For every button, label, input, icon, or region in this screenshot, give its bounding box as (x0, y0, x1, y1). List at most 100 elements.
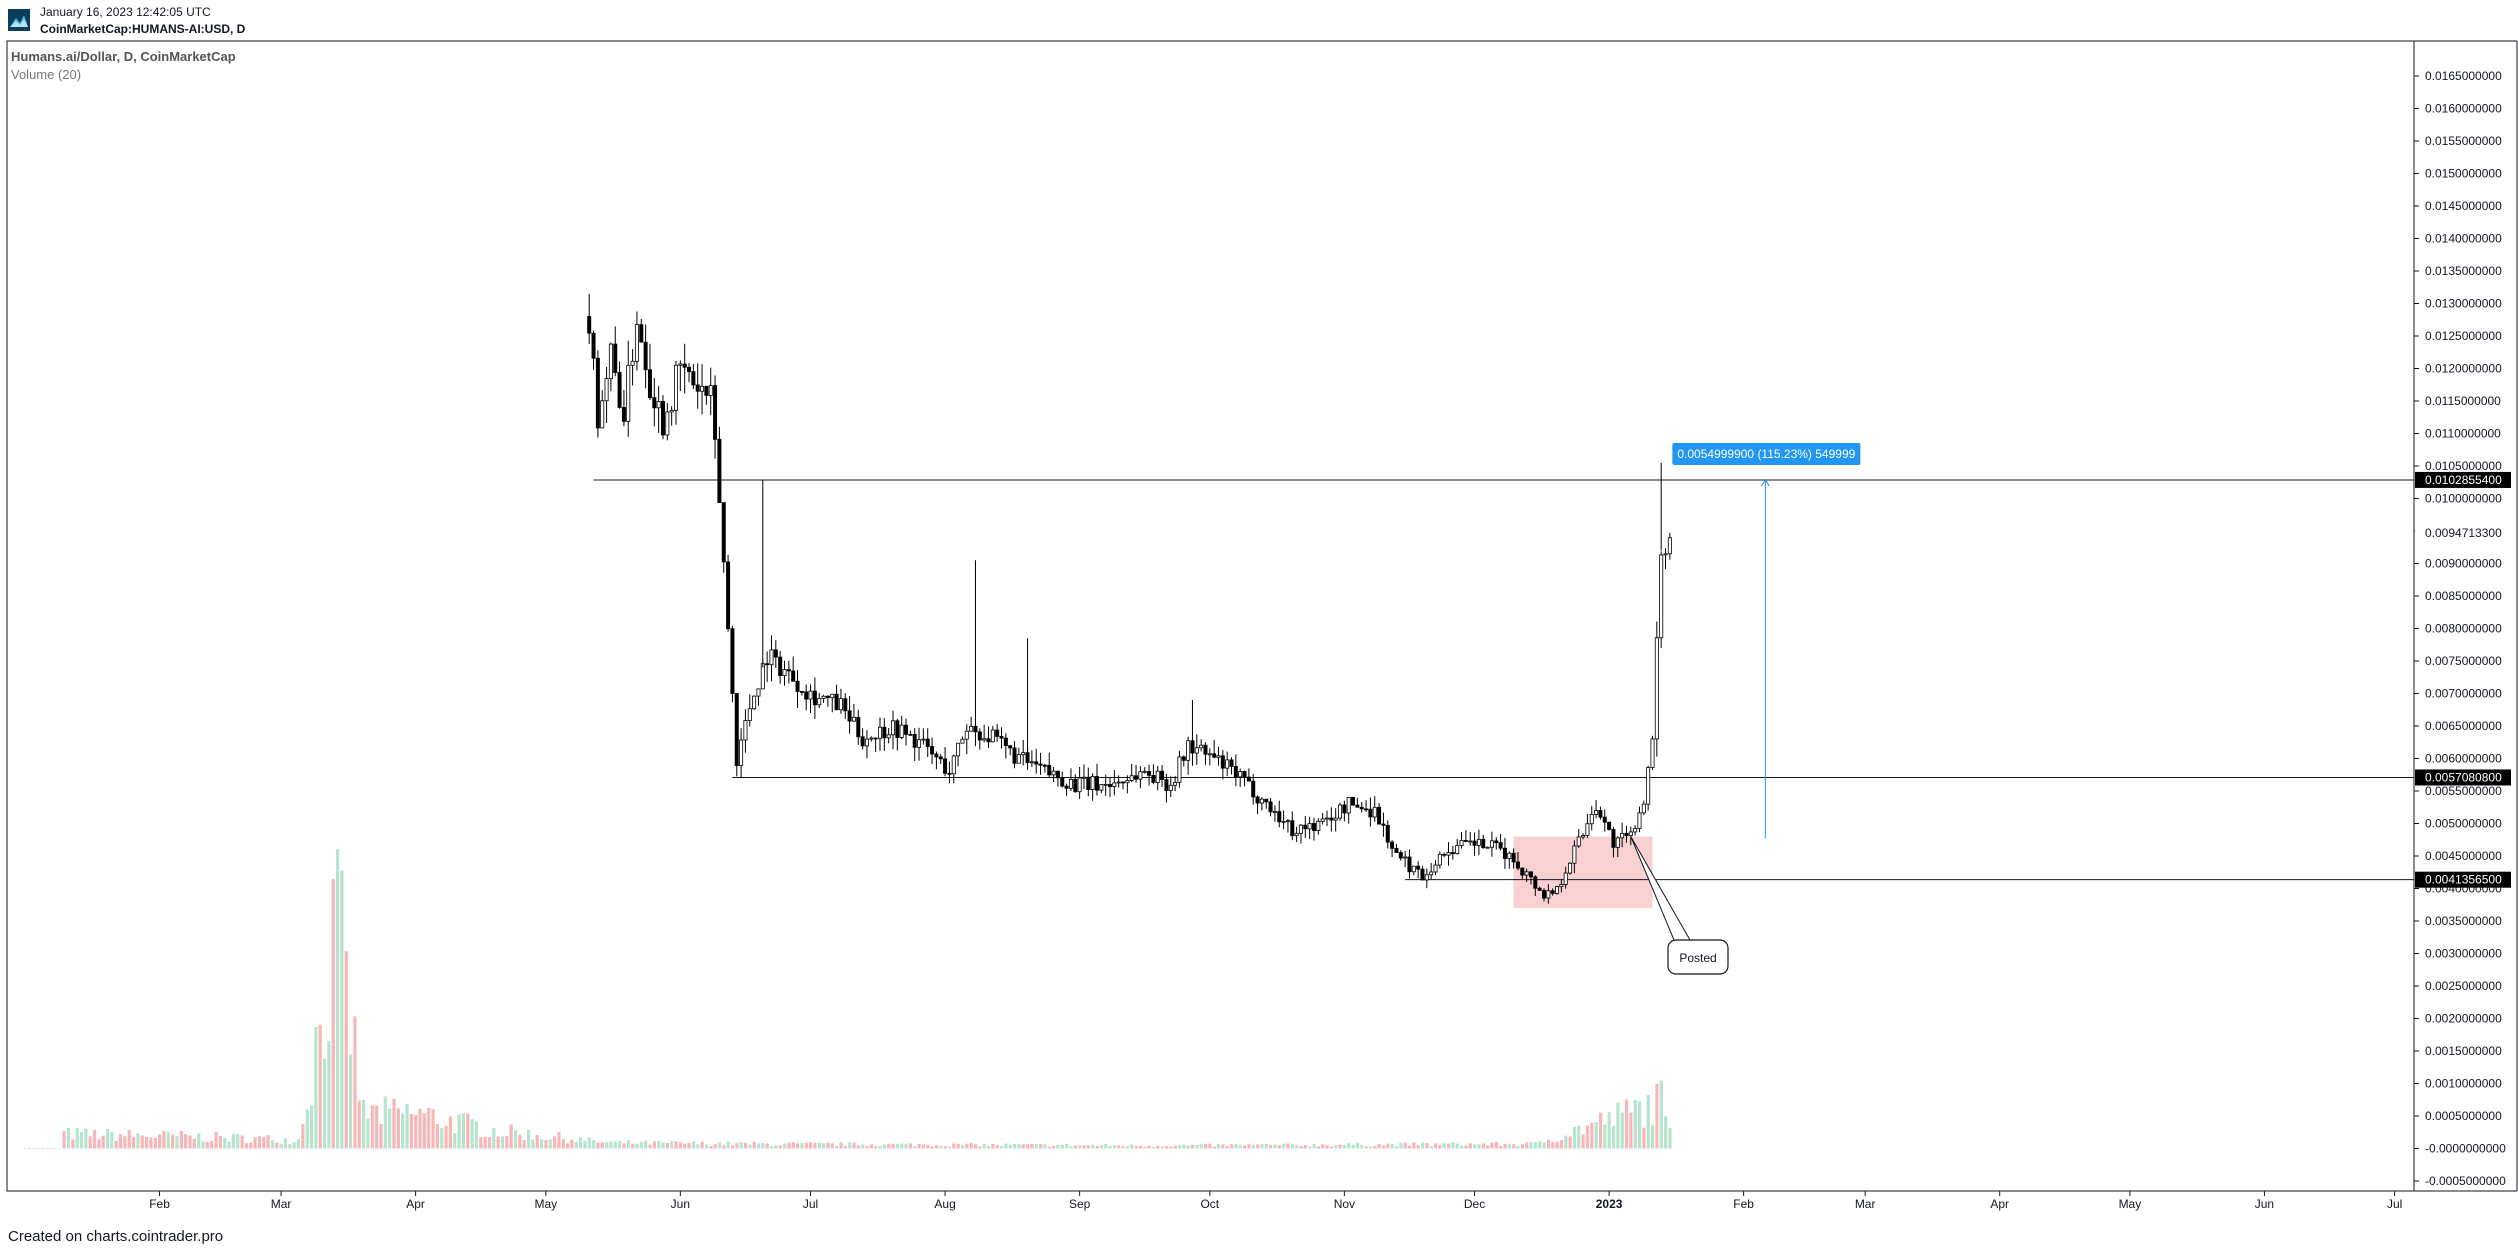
volume-bar (309, 1105, 314, 1149)
volume-bar (344, 951, 348, 1149)
candle (595, 350, 600, 438)
candle (1407, 849, 1412, 879)
volume-bar (474, 1121, 479, 1149)
volume-bar (822, 1143, 826, 1149)
candle (1476, 829, 1481, 856)
volume-bar (396, 1108, 400, 1149)
volume-bar (1121, 1146, 1125, 1149)
volume-bar (253, 1137, 257, 1149)
volume-bar (1442, 1143, 1446, 1149)
volume-bar (1451, 1142, 1455, 1149)
volume-bar (531, 1139, 535, 1149)
volume-bar (1664, 1116, 1668, 1149)
candle (1203, 742, 1208, 765)
volume-bar (995, 1145, 999, 1149)
candle (1216, 746, 1221, 766)
footer-credit: Created on charts.cointrader.pro (8, 1228, 224, 1245)
candle (1659, 551, 1664, 649)
candle (608, 342, 613, 392)
volume-bar (739, 1142, 743, 1149)
volume-bar (1494, 1141, 1498, 1149)
candle (1008, 745, 1013, 756)
volume-bar (301, 1124, 305, 1149)
candle (1502, 837, 1507, 869)
volume-bar (622, 1143, 626, 1149)
volume-bar (678, 1142, 683, 1149)
candle (860, 728, 865, 750)
volume-bar (717, 1142, 722, 1149)
chart-timestamp: January 16, 2023 12:42:05 UTC (40, 5, 211, 19)
volume-bar (683, 1143, 687, 1149)
volume-bar (461, 1113, 466, 1149)
candle (1511, 848, 1516, 869)
candle (1576, 829, 1581, 848)
volume-bar (600, 1142, 604, 1149)
volume-bar (687, 1142, 691, 1149)
candle (1403, 850, 1408, 868)
y-tick-label: 0.0020000000 (2425, 1012, 2502, 1026)
volume-bar (296, 1139, 301, 1149)
volume-bar (652, 1141, 656, 1149)
candle (1515, 852, 1520, 871)
volume-bar (665, 1142, 670, 1149)
volume-bar (648, 1144, 652, 1149)
candle (1450, 845, 1455, 860)
volume-bar (1208, 1143, 1212, 1149)
volume-bar (1086, 1145, 1090, 1149)
volume-bar (49, 1147, 53, 1149)
volume-bar (192, 1138, 196, 1149)
volume-bar (704, 1144, 709, 1149)
x-tick-label: Feb (1733, 1197, 1754, 1211)
volume-bar (548, 1139, 552, 1149)
volume-bar (1217, 1144, 1221, 1149)
volume-bar (132, 1137, 136, 1149)
volume-bar (1308, 1146, 1312, 1149)
volume-bar (1373, 1146, 1377, 1149)
candle (1498, 833, 1503, 851)
volume-bar (279, 1143, 283, 1149)
candle (1181, 755, 1186, 767)
candle (687, 363, 692, 383)
y-tick-label: 0.0010000000 (2425, 1077, 2502, 1091)
candle (1207, 748, 1212, 766)
candle (977, 728, 982, 750)
volume-bar (1651, 1125, 1655, 1149)
volume-legend[interactable]: Volume (20) (11, 67, 82, 82)
candle (1615, 836, 1620, 858)
y-tick-label: 0.0065000000 (2425, 719, 2502, 733)
candle (1121, 781, 1126, 790)
candle (691, 364, 696, 390)
y-tick-label: 0.0150000000 (2425, 167, 2502, 181)
volume-bar (1516, 1145, 1520, 1149)
candle (700, 364, 705, 415)
volume-bar (427, 1107, 431, 1149)
volume-bar (71, 1139, 75, 1149)
volume-bar (1473, 1144, 1477, 1149)
y-tick-label: -0.0000000000 (2425, 1142, 2506, 1156)
y-tick-label: 0.0060000000 (2425, 752, 2502, 766)
volume-bar (1004, 1143, 1008, 1149)
candle (825, 694, 830, 707)
volume-bar (418, 1108, 422, 1149)
volume-bar (978, 1146, 982, 1149)
volume-bar (1529, 1141, 1533, 1149)
volume-bar (752, 1141, 756, 1149)
volume-bar (84, 1128, 88, 1149)
volume-bar (1043, 1144, 1047, 1149)
volume-bar (210, 1141, 214, 1149)
series-legend[interactable]: Humans.ai/Dollar, D, CoinMarketCap (11, 49, 236, 64)
candle (621, 389, 626, 427)
y-tick-label: 0.0025000000 (2425, 979, 2502, 993)
volume-bar (1125, 1146, 1130, 1149)
candle (1325, 810, 1330, 826)
candle (1255, 795, 1260, 815)
candle (1555, 885, 1560, 895)
volume-bar (917, 1144, 921, 1149)
volume-bar (123, 1136, 127, 1149)
volume-bar (40, 1147, 45, 1149)
candle (782, 660, 787, 686)
volume-bar (913, 1146, 917, 1149)
volume-bar (1195, 1144, 1199, 1149)
candle (964, 724, 969, 755)
